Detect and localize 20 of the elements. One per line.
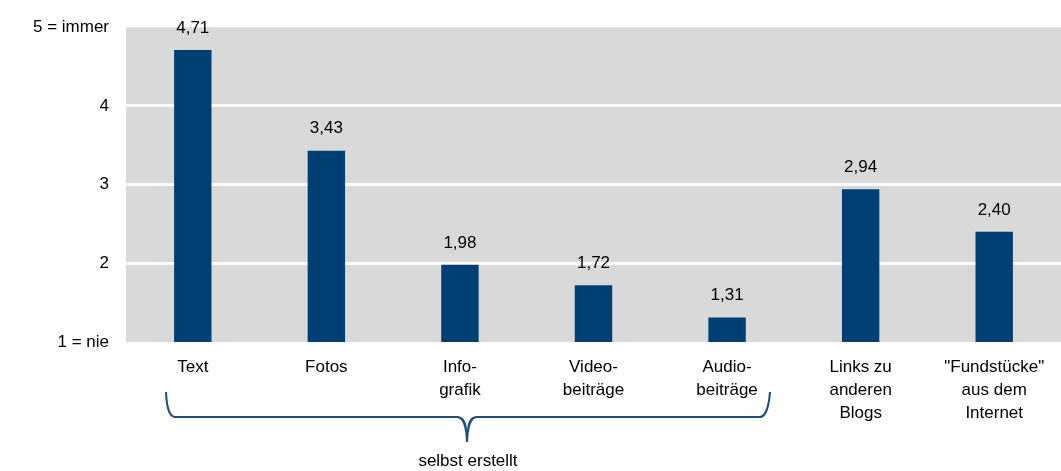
y-tick-label: 4 (99, 95, 109, 115)
data-label: 1,31 (710, 285, 744, 305)
x-tick-label: Info- grafik (439, 357, 482, 400)
y-tick-label: 3 (99, 174, 109, 194)
x-tick-label: Fotos (305, 357, 348, 377)
data-label: 2,40 (977, 199, 1011, 219)
x-tick-label: Audio- beiträge (696, 357, 758, 400)
x-tick-label: Links zu anderen Blogs (829, 357, 892, 423)
y-tick-label: 5 = immer (32, 16, 110, 36)
x-tick-label: Video- beiträge (562, 357, 625, 400)
data-label: 3,43 (309, 118, 343, 138)
y-tick-label: 1 = nie (57, 331, 109, 351)
y-tick-label: 2 (99, 252, 109, 272)
data-label: 4,71 (176, 17, 210, 37)
data-label: 2,94 (844, 157, 878, 177)
data-label: 1,72 (576, 253, 611, 273)
x-tick-label: Text (177, 357, 209, 377)
x-tick-label: "Fundstücke" aus dem Internet (944, 357, 1045, 423)
data-label: 1,98 (443, 232, 477, 252)
text: selbst erstellt (417, 451, 519, 471)
